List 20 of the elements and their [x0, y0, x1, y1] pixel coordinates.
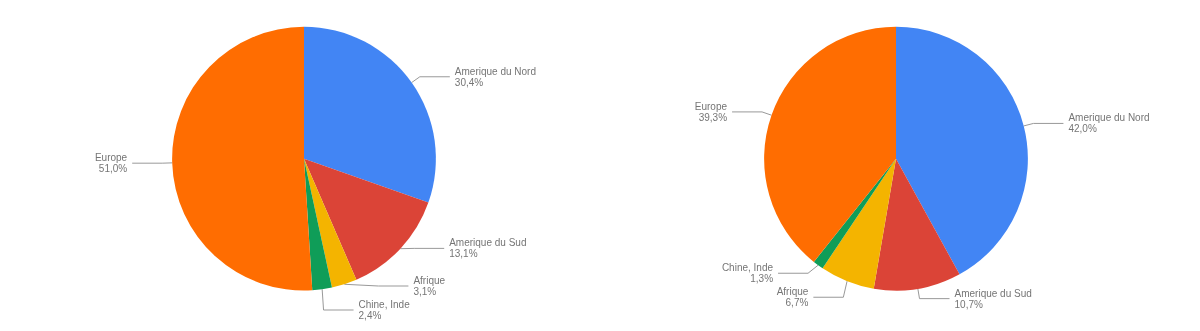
data-label: 10,7%: [954, 298, 983, 310]
slice-label: Amerique du Sud: [449, 237, 527, 249]
slice-label: Europe: [694, 100, 728, 112]
slice-label: Amerique du Nord: [1068, 112, 1150, 124]
data-label: 6,7%: [785, 297, 809, 309]
data-label: 13,1%: [449, 248, 478, 260]
data-label: 42,0%: [1068, 123, 1097, 135]
slice-label: Amerique du Sud: [954, 287, 1032, 299]
data-label: 2,4%: [358, 310, 382, 321]
data-label: 1,3%: [750, 273, 774, 285]
data-label: 3,1%: [413, 286, 437, 297]
data-label: 39,3%: [698, 111, 728, 123]
slice-label: Afrique: [776, 286, 809, 298]
slice-label: Chine, Inde: [358, 299, 411, 310]
slice-label: Chine, Inde: [721, 262, 774, 274]
data-label: 30,4%: [454, 76, 484, 88]
slice-label: Amerique du Nord: [454, 65, 536, 77]
slice-label: Afrique: [413, 275, 446, 286]
slice-label: Europe: [94, 152, 128, 164]
data-label: 51,0%: [98, 163, 128, 175]
